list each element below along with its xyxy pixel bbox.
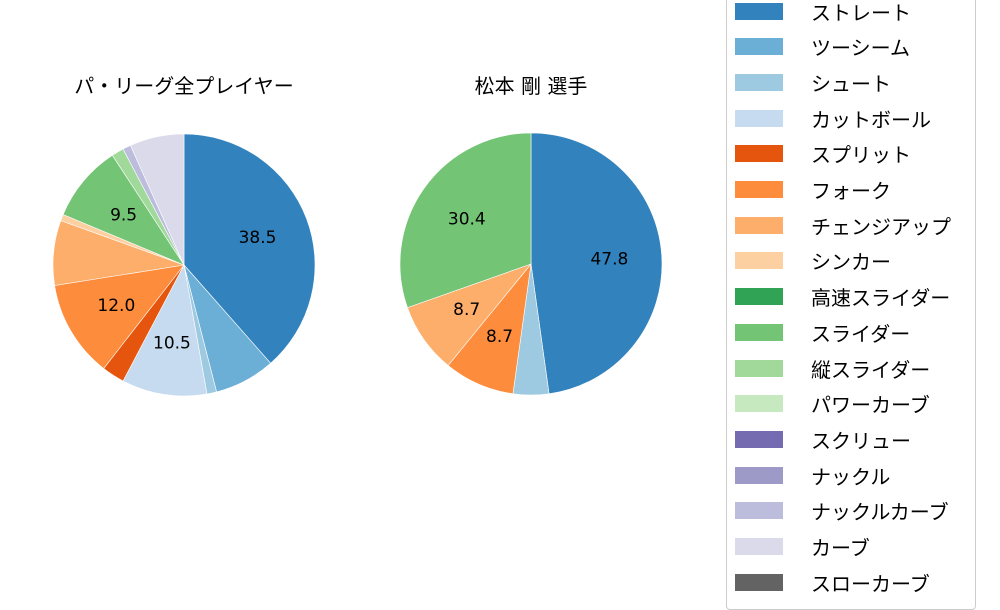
legend-item: シンカー xyxy=(735,246,891,276)
legend-label: ナックルカーブ xyxy=(811,500,949,525)
pie-slice xyxy=(183,133,316,364)
legend-swatch xyxy=(735,573,783,591)
legend: ストレートツーシームシュートカットボール スプリットフォークチェンジアップ シンカー… xyxy=(726,0,976,610)
legend-swatch xyxy=(735,288,783,306)
pie-slice xyxy=(54,264,185,369)
slice-value-label: 30.4 xyxy=(448,210,486,230)
slice-value-label: 12.0 xyxy=(97,296,135,316)
legend-swatch xyxy=(735,181,783,198)
legend-label: スプリット xyxy=(811,143,911,168)
legend-item: 縦スライダー xyxy=(735,353,930,383)
legend-swatch xyxy=(735,252,783,270)
legend-item: ナックル xyxy=(735,460,890,490)
legend-item: カーブ xyxy=(735,532,870,562)
legend-swatch xyxy=(735,466,783,484)
legend-label: 縦スライダー xyxy=(811,357,931,382)
legend-item: ツーシーム xyxy=(735,32,910,62)
pie-slice xyxy=(399,132,532,308)
pie-slice xyxy=(122,264,208,397)
legend-item: スライダー xyxy=(735,317,910,347)
legend-item: パワーカーブ xyxy=(735,389,930,419)
chart-title-league: パ・リーグ全プレイヤー xyxy=(74,74,294,98)
slice-value-label: 9.5 xyxy=(110,206,137,226)
legend-label: フォーク xyxy=(811,179,891,203)
legend-swatch xyxy=(735,502,783,520)
legend-label: スクリュー xyxy=(811,428,911,453)
legend-label: ナックル xyxy=(811,464,891,489)
legend-label: 高速スライダー xyxy=(811,286,951,311)
legend-item: シュート xyxy=(735,67,891,97)
legend-label: パワーカーブ xyxy=(811,393,930,418)
legend-label: スローカーブ xyxy=(811,571,930,596)
legend-item: カットボール xyxy=(735,103,931,133)
legend-label: カットボール xyxy=(811,107,931,132)
slice-value-label: 8.7 xyxy=(453,300,480,320)
slice-value-label: 38.5 xyxy=(239,228,277,248)
legend-label: ストレート xyxy=(811,0,911,25)
legend-label: カーブ xyxy=(811,536,870,560)
legend-swatch xyxy=(735,38,783,56)
pie-slice xyxy=(130,133,185,266)
legend-item: チェンジアップ xyxy=(735,210,951,240)
legend-label: スライダー xyxy=(811,321,911,346)
legend-swatch xyxy=(735,73,783,91)
pie-slice xyxy=(62,154,185,266)
slice-value-label: 10.5 xyxy=(153,334,191,354)
legend-swatch xyxy=(735,395,783,413)
legend-swatch xyxy=(735,538,783,555)
legend-item: ナックルカーブ xyxy=(735,496,949,526)
legend-item: フォーク xyxy=(735,175,891,205)
legend-item: スプリット xyxy=(735,139,911,169)
legend-item: スクリュー xyxy=(735,424,911,454)
legend-label: ツーシーム xyxy=(811,36,910,61)
legend-swatch xyxy=(735,323,783,341)
legend-swatch xyxy=(735,216,783,234)
legend-label: シンカー xyxy=(811,250,891,275)
legend-item: 高速スライダー xyxy=(735,282,950,312)
legend-swatch xyxy=(735,109,783,127)
chart-title-player: 松本 剛 選手 xyxy=(474,74,588,98)
legend-label: シュート xyxy=(811,71,891,96)
legend-swatch xyxy=(735,2,783,20)
slice-value-label: 47.8 xyxy=(590,250,628,270)
slice-value-label: 8.7 xyxy=(486,327,513,347)
legend-swatch xyxy=(735,145,783,163)
legend-swatch xyxy=(735,359,783,377)
legend-label: チェンジアップ xyxy=(811,214,951,239)
legend-item: スローカーブ xyxy=(735,567,930,597)
legend-item: ストレート xyxy=(735,0,911,26)
legend-swatch xyxy=(735,430,783,448)
pie-slice xyxy=(530,132,663,395)
